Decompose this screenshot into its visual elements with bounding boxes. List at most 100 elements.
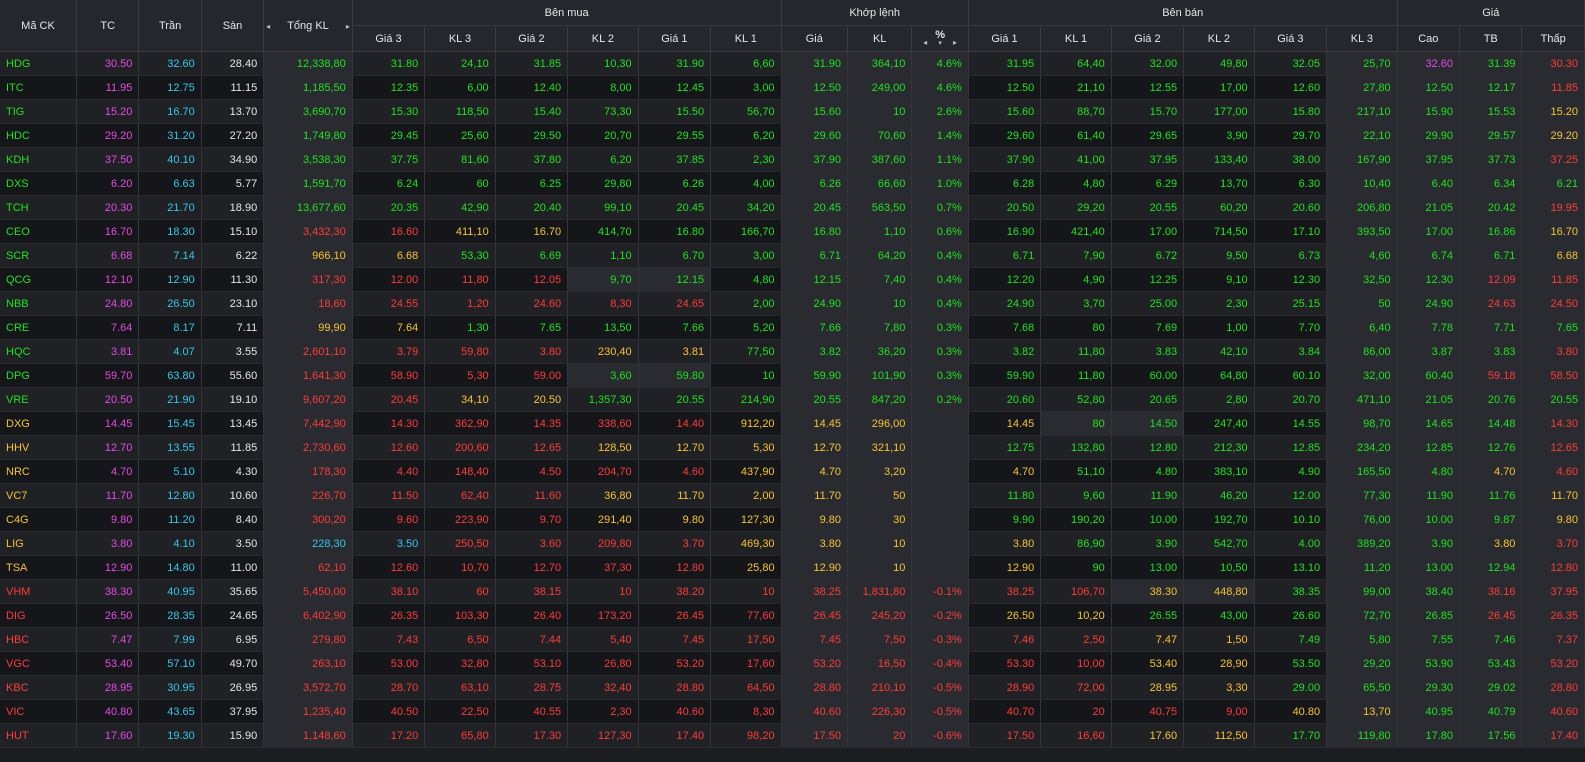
table-row[interactable]: VRE 20.50 21.90 19.10 9,607,20 20.45 34,10 20.5… [0,387,1585,412]
table-row[interactable]: VGC 53.40 57.10 49.70 263,10 53.00 32,80 53.10 2… [0,651,1585,676]
table-row[interactable]: DPG 59.70 63.80 55.60 1,641,30 58.90 5,30 59.00… [0,363,1585,388]
table-row[interactable]: TCH 20.30 21.70 18.90 13,677,60 20.35 42,90 20.… [0,195,1585,220]
stock-symbol[interactable]: QCG [0,267,77,292]
table-row[interactable]: LIG 3.80 4.10 3.50 228,30 3.50 250,50 3.60 209,8… [0,531,1585,556]
stock-symbol[interactable]: CRE [0,315,77,340]
table-row[interactable]: VHM 38.30 40.95 35.65 5,450,00 38.10 60 38.15 10… [0,579,1585,604]
buy-col-header[interactable]: Giá 3 [352,25,426,52]
table-row[interactable]: HHV 12.70 13.55 11.85 2,730,60 12.60 200,60 12.… [0,435,1585,460]
table-row[interactable]: HQC 3.81 4.07 3.55 2,601,10 3.79 59,80 3.80 230,… [0,339,1585,364]
sort-desc-icon[interactable]: ▾ [938,40,942,47]
stock-symbol[interactable]: DIG [0,603,77,628]
sell-col-header[interactable]: KL 2 [1183,25,1255,52]
stock-symbol[interactable]: HBC [0,627,77,652]
price-col-header[interactable]: Thấp [1521,25,1585,52]
table-row[interactable]: HDG 30.50 32.60 28.40 12,338,80 31.80 24,10 31.… [0,51,1585,76]
match-col-header[interactable]: Giá [781,25,848,52]
table-row[interactable]: DXS 6.20 6.63 5.77 1,591,70 6.24 60 6.25 29,80 6.… [0,171,1585,196]
stock-symbol[interactable]: NBB [0,291,77,316]
scroll-left-icon[interactable]: ◂ [266,21,271,31]
table-row[interactable]: HBC 7.47 7.99 6.95 279,80 7.43 6,50 7.44 5,40 7.4… [0,627,1585,652]
table-row[interactable]: HDC 29.20 31.20 27.20 1,749,80 29.45 25,60 29.5… [0,123,1585,148]
price-col-header[interactable]: TB [1459,25,1523,52]
sell-col-header[interactable]: Giá 3 [1254,25,1328,52]
stock-symbol[interactable]: C4G [0,507,77,532]
buy-col-header[interactable]: KL 3 [424,25,496,52]
stock-symbol[interactable]: NRC [0,459,77,484]
bid-price-2: 12.65 [495,435,569,460]
symbol-header[interactable]: Mã CK [0,0,77,52]
stock-symbol[interactable]: VGC [0,651,77,676]
table-row[interactable]: TSA 12.90 14.80 11.00 62,10 12.60 10,70 12.70 37… [0,555,1585,580]
table-row[interactable]: DIG 26.50 28.35 24.65 6,402,90 26.35 103,30 26.… [0,603,1585,628]
table-row[interactable]: KBC 28.95 30.95 26.95 3,572,70 28.70 63,10 28.7… [0,675,1585,700]
table-row[interactable]: NBB 24.80 26.50 23.10 18,60 24.55 1,20 24.60 8,3… [0,291,1585,316]
stock-symbol[interactable]: VHM [0,579,77,604]
stock-symbol[interactable]: KBC [0,675,77,700]
sell-col-header[interactable]: Giá 2 [1111,25,1185,52]
bid-price-1: 15.50 [638,99,712,124]
stock-symbol[interactable]: SCR [0,243,77,268]
percent-sort[interactable]: % ▾ [935,29,945,47]
total-volume: 228,30 [263,531,353,556]
match-col-header[interactable]: KL [847,25,913,52]
stock-symbol[interactable]: HDG [0,51,77,76]
table-row[interactable]: C4G 9.80 11.20 8.40 300,20 9.60 223,90 9.70 291,… [0,507,1585,532]
scroll-right-icon[interactable]: ▸ [952,38,957,47]
stock-symbol[interactable]: VRE [0,387,77,412]
avg-price: 7.46 [1459,627,1523,652]
sell-col-header[interactable]: KL 3 [1326,25,1398,52]
stock-symbol[interactable]: ITC [0,75,77,100]
stock-symbol[interactable]: HDC [0,123,77,148]
sell-col-header[interactable]: KL 1 [1040,25,1112,52]
stock-symbol[interactable]: TSA [0,555,77,580]
table-row[interactable]: NRC 4.70 5.10 4.30 178,30 4.40 148,40 4.50 204,7… [0,459,1585,484]
stock-symbol[interactable]: TIG [0,99,77,124]
stock-symbol[interactable]: DXG [0,411,77,436]
table-row[interactable]: TIG 15.20 16.70 13.70 3,690,70 15.30 118,50 15.… [0,99,1585,124]
stock-symbol[interactable]: VC7 [0,483,77,508]
ask-vol-2: 9,00 [1183,699,1255,724]
table-row[interactable]: QCG 12.10 12.90 11.30 317,30 12.00 11,80 12.05 9… [0,267,1585,292]
price-col-header[interactable]: Cao [1397,25,1461,52]
ask-vol-3: 77,30 [1326,483,1398,508]
match-col-header[interactable]: ◂ % ▾ ▸ [911,25,969,52]
stock-symbol[interactable]: LIG [0,531,77,556]
stock-symbol[interactable]: HHV [0,435,77,460]
floor-price-header[interactable]: Sàn [201,0,265,52]
buy-col-header[interactable]: Giá 1 [638,25,712,52]
stock-symbol[interactable]: KDH [0,147,77,172]
ask-price-3: 12.85 [1254,435,1328,460]
sell-col-header[interactable]: Giá 1 [968,25,1042,52]
buy-col-header[interactable]: KL 1 [710,25,782,52]
table-row[interactable]: VIC 40.80 43.65 37.95 1,235,40 40.50 22,50 40.5… [0,699,1585,724]
buy-col-header[interactable]: Giá 2 [495,25,569,52]
stock-symbol[interactable]: VIC [0,699,77,724]
table-row[interactable]: CEO 16.70 18.30 15.10 3,432,30 16.60 411,10 16.… [0,219,1585,244]
table-row[interactable]: HUT 17.60 19.30 15.90 1,148,60 17.20 65,80 17.3… [0,723,1585,748]
stock-symbol[interactable]: DPG [0,363,77,388]
stock-symbol[interactable]: HUT [0,723,77,748]
ask-price-1: 29.60 [968,123,1042,148]
stock-symbol[interactable]: DXS [0,171,77,196]
table-row[interactable]: DXG 14.45 15.45 13.45 7,442,90 14.30 362,90 14.… [0,411,1585,436]
ceiling-price-header[interactable]: Trần [138,0,202,52]
total-volume-header[interactable]: ◂ Tổng KL ▸ [263,0,353,52]
ask-price-1: 7.68 [968,315,1042,340]
buy-col-header[interactable]: KL 2 [567,25,639,52]
table-row[interactable]: CRE 7.64 8.17 7.11 99,90 7.64 1,30 7.65 13,50 7.6… [0,315,1585,340]
table-row[interactable]: SCR 6.68 7.14 6.22 966,10 6.68 53,30 6.69 1,10 6.… [0,243,1585,268]
table-row[interactable]: VC7 11.70 12.80 10.60 226,70 11.50 62,40 11.60 3… [0,483,1585,508]
scroll-right-icon[interactable]: ▸ [345,21,350,31]
stock-symbol[interactable]: CEO [0,219,77,244]
stock-symbol[interactable]: TCH [0,195,77,220]
ask-price-2: 25.00 [1111,291,1185,316]
bid-price-2: 12.05 [495,267,569,292]
table-row[interactable]: ITC 11.95 12.75 11.15 1,185,50 12.35 6,00 12.40… [0,75,1585,100]
ref-price-header[interactable]: TC [76,0,140,52]
ask-vol-3: 10,40 [1326,171,1398,196]
table-row[interactable]: KDH 37.50 40.10 34.90 3,538,30 37.75 81,60 37.8… [0,147,1585,172]
match-vol: 7,50 [847,627,913,652]
scroll-left-icon[interactable]: ◂ [923,38,928,47]
stock-symbol[interactable]: HQC [0,339,77,364]
